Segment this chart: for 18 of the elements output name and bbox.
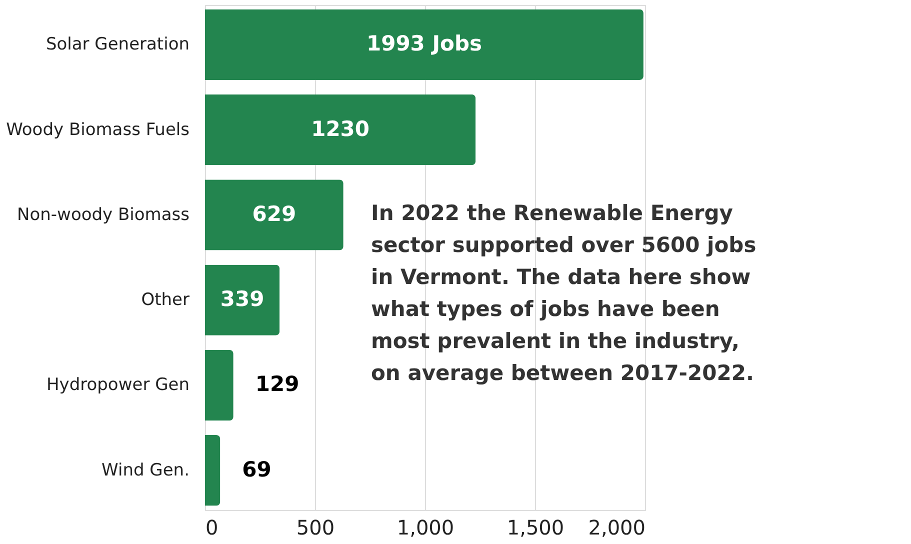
y-tick-label: Other — [141, 290, 190, 310]
y-tick-label: Hydropower Gen — [46, 375, 190, 396]
x-tick-label: 1,000 — [396, 516, 454, 540]
y-tick-label: Wind Gen. — [102, 460, 190, 480]
x-tick-label: 2,000 — [588, 516, 646, 540]
data-label: 1230 — [311, 116, 370, 141]
x-tick-label: 0 — [206, 516, 218, 540]
annotation: In 2022 the Renewable Energy sector supported over 5600 jobs in Vermont. The data here show what types of jobs have been most prevalent in the industry, on average between 2017-2022. — [371, 201, 756, 385]
y-tick-label: Woody Biomass Fuels — [6, 120, 190, 140]
data-label: 129 — [255, 372, 300, 396]
y-tick-label: Solar Generation — [46, 34, 190, 55]
y-tick-label: Non-woody Biomass — [17, 204, 190, 225]
data-label: 339 — [220, 287, 264, 312]
data-label: 629 — [252, 202, 296, 226]
data-label: 69 — [242, 457, 272, 482]
data-label: 1993 Jobs — [366, 32, 482, 56]
x-tick-label: 500 — [296, 516, 335, 540]
x-tick-label: 1,500 — [506, 516, 564, 540]
